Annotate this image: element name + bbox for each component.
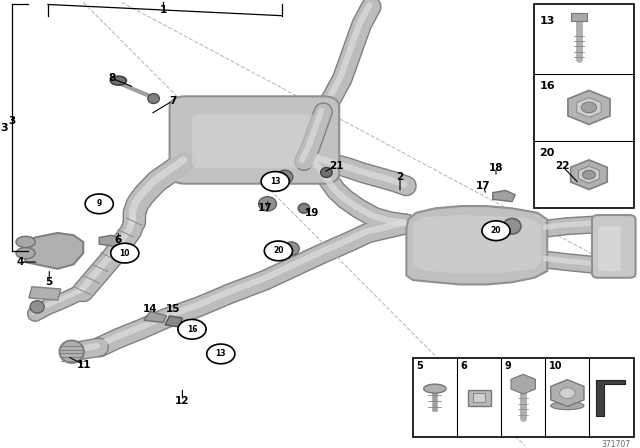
Text: 10: 10 bbox=[120, 249, 130, 258]
Text: 21: 21 bbox=[329, 161, 343, 171]
Circle shape bbox=[264, 241, 292, 261]
Text: 18: 18 bbox=[489, 163, 503, 173]
Text: 16: 16 bbox=[540, 81, 555, 90]
Text: 12: 12 bbox=[175, 396, 189, 406]
Text: 9: 9 bbox=[97, 199, 102, 208]
Text: 6: 6 bbox=[461, 361, 468, 370]
Bar bbox=[534, 4, 634, 208]
Bar bbox=[472, 393, 486, 402]
FancyBboxPatch shape bbox=[170, 96, 339, 184]
Ellipse shape bbox=[30, 301, 44, 313]
Text: 15: 15 bbox=[166, 304, 180, 314]
Circle shape bbox=[111, 243, 139, 263]
Circle shape bbox=[582, 170, 595, 179]
Text: 9: 9 bbox=[505, 361, 512, 370]
Text: 20: 20 bbox=[540, 148, 555, 158]
Text: 22: 22 bbox=[555, 161, 569, 171]
FancyBboxPatch shape bbox=[192, 114, 317, 168]
Circle shape bbox=[85, 194, 113, 214]
Ellipse shape bbox=[60, 340, 84, 363]
Bar bbox=[413, 358, 634, 437]
Circle shape bbox=[581, 102, 596, 113]
Ellipse shape bbox=[503, 218, 521, 234]
Ellipse shape bbox=[16, 237, 35, 247]
Ellipse shape bbox=[110, 76, 127, 85]
Polygon shape bbox=[596, 380, 625, 416]
Text: 13: 13 bbox=[540, 16, 555, 26]
Ellipse shape bbox=[424, 384, 446, 393]
Polygon shape bbox=[144, 311, 166, 323]
Text: 6: 6 bbox=[115, 235, 122, 245]
Text: 20: 20 bbox=[273, 246, 284, 255]
Ellipse shape bbox=[259, 197, 276, 211]
Circle shape bbox=[207, 344, 235, 364]
Circle shape bbox=[482, 221, 510, 241]
Text: 8: 8 bbox=[108, 73, 116, 83]
Polygon shape bbox=[29, 287, 61, 300]
Polygon shape bbox=[165, 316, 182, 327]
Text: 7: 7 bbox=[169, 96, 177, 106]
Bar bbox=[467, 390, 491, 406]
Polygon shape bbox=[406, 206, 547, 284]
Circle shape bbox=[261, 172, 289, 191]
FancyBboxPatch shape bbox=[598, 226, 621, 271]
Circle shape bbox=[560, 388, 575, 399]
Text: 5: 5 bbox=[45, 277, 53, 287]
Text: 19: 19 bbox=[305, 208, 319, 218]
Bar bbox=[572, 13, 587, 21]
Ellipse shape bbox=[321, 168, 332, 177]
Text: 11: 11 bbox=[77, 360, 92, 370]
Polygon shape bbox=[22, 233, 83, 269]
Text: 4: 4 bbox=[17, 257, 24, 267]
Polygon shape bbox=[99, 235, 122, 246]
Text: 5: 5 bbox=[417, 361, 424, 370]
Ellipse shape bbox=[277, 170, 293, 184]
Text: 17: 17 bbox=[259, 203, 273, 213]
FancyBboxPatch shape bbox=[592, 215, 636, 278]
Text: 1: 1 bbox=[159, 5, 167, 15]
Text: 3: 3 bbox=[8, 116, 15, 126]
Ellipse shape bbox=[148, 94, 159, 103]
Text: 20: 20 bbox=[491, 226, 501, 235]
Polygon shape bbox=[413, 215, 541, 273]
Ellipse shape bbox=[550, 402, 584, 409]
Ellipse shape bbox=[16, 247, 35, 259]
Text: 371707: 371707 bbox=[601, 440, 630, 448]
Text: 14: 14 bbox=[143, 304, 157, 314]
Text: 3: 3 bbox=[1, 123, 8, 133]
Polygon shape bbox=[493, 190, 515, 202]
Ellipse shape bbox=[298, 203, 310, 213]
Ellipse shape bbox=[283, 242, 300, 255]
Text: 2: 2 bbox=[396, 172, 404, 182]
Text: 16: 16 bbox=[187, 325, 197, 334]
Text: 10: 10 bbox=[549, 361, 563, 370]
Text: 13: 13 bbox=[270, 177, 280, 186]
Circle shape bbox=[178, 319, 206, 339]
Text: 17: 17 bbox=[476, 181, 490, 191]
Text: 13: 13 bbox=[216, 349, 226, 358]
